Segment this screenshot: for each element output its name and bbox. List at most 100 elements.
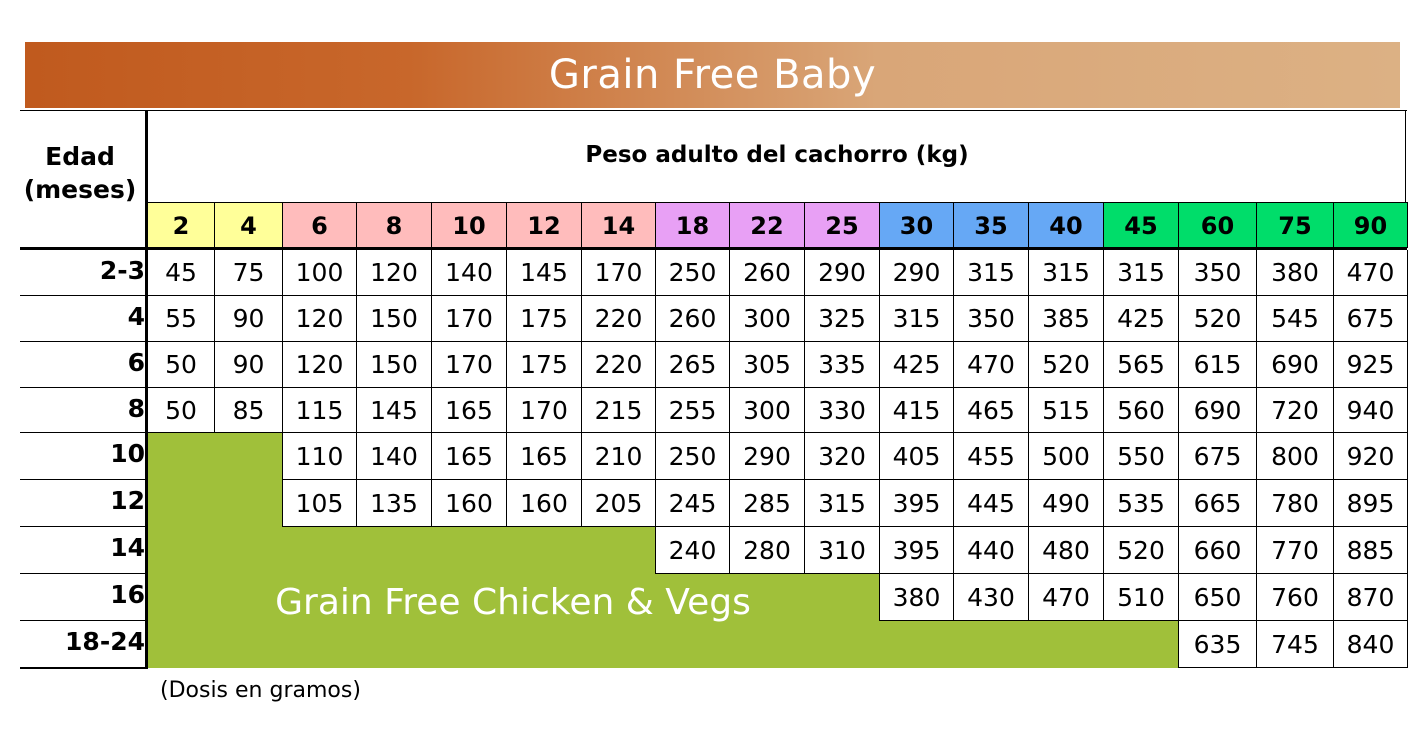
chicken-vegs-block: [148, 480, 282, 527]
chicken-vegs-label: Grain Free Chicken & Vegs: [275, 582, 751, 623]
dose-cell: 615: [1178, 342, 1256, 388]
title-banner: Grain Free Baby: [25, 42, 1400, 108]
dose-cell: 170: [581, 250, 655, 296]
dose-cell: 385: [1028, 296, 1103, 342]
dose-cell: 745: [1256, 621, 1333, 668]
dose-cell: 140: [431, 250, 506, 296]
dose-cell: 380: [1256, 250, 1333, 296]
table-row: 6 50 90 120 150 170 175 220 265 305 335 425 470 520 56…: [20, 342, 1408, 388]
dose-cell: 205: [581, 480, 655, 527]
dose-cell: 480: [1028, 527, 1103, 574]
table-row: 4 55 90 120 150 170 175 220 260 300 325 315 350 385 42…: [20, 296, 1408, 342]
weight-header-30kg: 30: [879, 202, 953, 248]
dose-cell: 290: [804, 250, 879, 296]
age-label: 12: [110, 486, 145, 515]
age-row-divider: [20, 387, 146, 388]
dose-cell: 470: [953, 342, 1028, 388]
dose-cell: 565: [1103, 342, 1178, 388]
age-row-divider: [20, 479, 146, 480]
dose-cell: 550: [1103, 433, 1178, 480]
dose-cell: 315: [1028, 250, 1103, 296]
table-row: 12 105 135 160 160 205 245 285 315 395 445 490 535 66…: [20, 480, 1408, 527]
dose-cell: 430: [953, 574, 1028, 621]
dose-cell: 895: [1333, 480, 1408, 527]
dose-cell: 175: [506, 342, 581, 388]
dose-cell: 315: [879, 296, 953, 342]
dose-cell: 335: [804, 342, 879, 388]
dose-cell: 320: [804, 433, 879, 480]
age-row-divider: [20, 432, 146, 433]
chicken-vegs-block: [148, 433, 282, 480]
table-top-border: [20, 110, 1407, 111]
dose-cell: 300: [729, 296, 804, 342]
dose-cell: 315: [804, 480, 879, 527]
dose-cell: 210: [581, 433, 655, 480]
dose-cell: 675: [1333, 296, 1408, 342]
dose-cell: 440: [953, 527, 1028, 574]
dose-cell: 50: [148, 342, 214, 388]
dose-cell: 120: [282, 342, 356, 388]
weight-header-75kg: 75: [1256, 202, 1333, 248]
dose-cell: 160: [506, 480, 581, 527]
dose-cell: 165: [506, 433, 581, 480]
weight-header-10kg: 10: [431, 202, 506, 248]
dose-cell: 170: [506, 388, 581, 433]
dose-cell: 285: [729, 480, 804, 527]
dose-cell: 380: [879, 574, 953, 621]
weight-header-2kg: 2: [148, 202, 214, 248]
age-label: 10: [110, 439, 145, 468]
age-label: 14: [110, 533, 145, 562]
age-row-divider: [20, 341, 146, 342]
dose-cell: 520: [1028, 342, 1103, 388]
weight-header-40kg: 40: [1028, 202, 1103, 248]
age-row-divider: [20, 526, 146, 527]
weight-header-45kg: 45: [1103, 202, 1178, 248]
dose-cell: 520: [1103, 527, 1178, 574]
dose-cell: 635: [1178, 621, 1256, 668]
chicken-vegs-block: [148, 527, 655, 574]
weight-header-row: 2 4 6 8 10 12 14 18 22 25 30 35 40 45 60 75 90: [148, 202, 1408, 248]
dose-cell: 150: [356, 342, 431, 388]
dose-cell: 675: [1178, 433, 1256, 480]
table-row: 18-24 635 745 840: [20, 621, 1408, 668]
age-label: 2-3: [99, 256, 145, 285]
dose-cell: 535: [1103, 480, 1178, 527]
age-column-header: Edad (meses): [20, 140, 140, 206]
dose-cell: 305: [729, 342, 804, 388]
dose-cell: 90: [214, 296, 282, 342]
dose-cell: 280: [729, 527, 804, 574]
weight-header-60kg: 60: [1178, 202, 1256, 248]
dose-cell: 250: [655, 433, 729, 480]
age-label: 16: [110, 580, 145, 609]
dose-cell: 105: [282, 480, 356, 527]
weight-header-8kg: 8: [356, 202, 431, 248]
dose-cell: 920: [1333, 433, 1408, 480]
dose-cell: 160: [431, 480, 506, 527]
weight-header-35kg: 35: [953, 202, 1028, 248]
dose-cell: 170: [431, 342, 506, 388]
age-header-line-2: (meses): [23, 175, 137, 204]
dose-cell: 135: [356, 480, 431, 527]
dose-cell: 520: [1178, 296, 1256, 342]
dose-cell: 770: [1256, 527, 1333, 574]
chicken-vegs-block: [148, 574, 879, 621]
dose-cell: 175: [506, 296, 581, 342]
dose-cell: 220: [581, 296, 655, 342]
dose-cell: 515: [1028, 388, 1103, 433]
table-row: 10 110 140 165 165 210 250 290 320 405 455 500 550 67…: [20, 433, 1408, 480]
weight-header-12kg: 12: [506, 202, 581, 248]
age-row-divider: [20, 295, 146, 296]
dose-cell: 545: [1256, 296, 1333, 342]
dose-cell: 350: [953, 296, 1028, 342]
dose-cell: 260: [729, 250, 804, 296]
dose-cell: 560: [1103, 388, 1178, 433]
dose-cell: 660: [1178, 527, 1256, 574]
dose-cell: 315: [953, 250, 1028, 296]
age-row-divider: [20, 573, 146, 574]
dose-cell: 940: [1333, 388, 1408, 433]
dose-cell: 90: [214, 342, 282, 388]
header-divider: [20, 247, 1407, 250]
dose-cell: 45: [148, 250, 214, 296]
dose-cell: 250: [655, 250, 729, 296]
weight-header-25kg: 25: [804, 202, 879, 248]
